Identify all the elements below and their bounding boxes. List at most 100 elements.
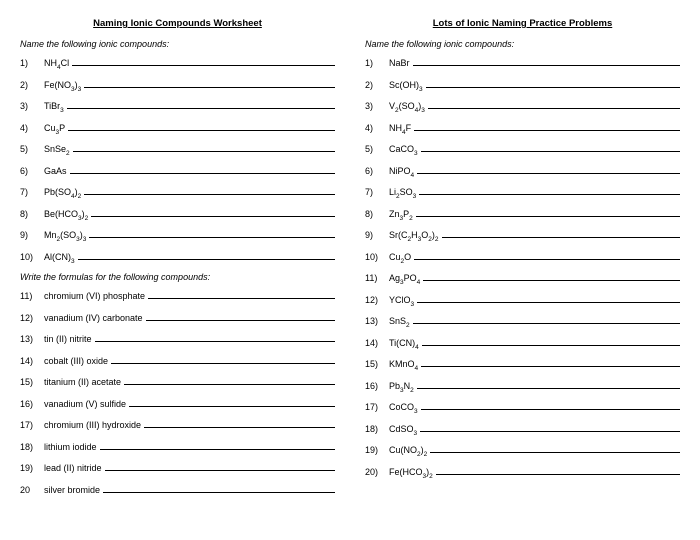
question-row: 4)NH4F (365, 122, 680, 133)
question-row: 1)NH4Cl (20, 57, 335, 68)
answer-blank[interactable] (417, 294, 680, 303)
question-formula: KMnO4 (389, 359, 418, 369)
question-formula: CaCO3 (389, 144, 418, 154)
question-row: 19)Cu(NO2)2 (365, 444, 680, 455)
answer-blank[interactable] (111, 355, 335, 364)
answer-blank[interactable] (413, 57, 680, 66)
question-row: 7)Li2SO3 (365, 186, 680, 197)
answer-blank[interactable] (414, 251, 680, 260)
question-number: 18) (20, 442, 44, 452)
question-formula: Be(HCO3)2 (44, 209, 88, 219)
question-number: 2) (365, 80, 389, 90)
question-formula: SnSe2 (44, 144, 70, 154)
answer-blank[interactable] (419, 186, 680, 195)
left-section2-list: 11)chromium (VI) phosphate 12)vanadium (I… (20, 290, 335, 495)
answer-blank[interactable] (73, 143, 335, 152)
question-row: 4)Cu3P (20, 122, 335, 133)
question-formula: V2(SO4)3 (389, 101, 425, 111)
answer-blank[interactable] (414, 122, 680, 131)
question-formula: Al(CN)3 (44, 252, 75, 262)
question-row: 14)cobalt (III) oxide (20, 355, 335, 366)
question-row: 17)chromium (III) hydroxide (20, 419, 335, 430)
answer-blank[interactable] (105, 462, 335, 471)
answer-blank[interactable] (103, 484, 335, 493)
question-number: 8) (365, 209, 389, 219)
right-list: 1)NaBr2)Sc(OH)33)V2(SO4)34)NH4F5)CaCO36)… (365, 57, 680, 477)
answer-blank[interactable] (91, 208, 335, 217)
answer-blank[interactable] (416, 208, 680, 217)
question-formula: Ti(CN)4 (389, 338, 419, 348)
question-row: 12)vanadium (IV) carbonate (20, 312, 335, 323)
answer-blank[interactable] (67, 100, 335, 109)
question-row: 9)Mn2(SO3)3 (20, 229, 335, 240)
question-number: 13) (20, 334, 44, 344)
question-row: 13)SnS2 (365, 315, 680, 326)
left-section1-list: 1)NH4Cl2)Fe(NO3)33)TiBr34)Cu3P5)SnSe26)G… (20, 57, 335, 262)
question-formula: cobalt (III) oxide (44, 356, 108, 366)
question-number: 4) (365, 123, 389, 133)
answer-blank[interactable] (428, 100, 680, 109)
question-row: 11)chromium (VI) phosphate (20, 290, 335, 301)
question-number: 10) (20, 252, 44, 262)
answer-blank[interactable] (148, 290, 335, 299)
question-formula: Li2SO3 (389, 187, 416, 197)
answer-blank[interactable] (413, 315, 680, 324)
question-formula: Cu3P (44, 123, 65, 133)
question-row: 18)lithium iodide (20, 441, 335, 452)
answer-blank[interactable] (129, 398, 335, 407)
question-row: 19)lead (II) nitride (20, 462, 335, 473)
answer-blank[interactable] (417, 165, 680, 174)
question-row: 3)TiBr3 (20, 100, 335, 111)
question-row: 17)CoCO3 (365, 401, 680, 412)
answer-blank[interactable] (70, 165, 335, 174)
question-number: 1) (20, 58, 44, 68)
question-formula: Zn3P2 (389, 209, 413, 219)
question-row: 3)V2(SO4)3 (365, 100, 680, 111)
question-row: 11)Ag3PO4 (365, 272, 680, 283)
answer-blank[interactable] (417, 380, 680, 389)
question-formula: Fe(NO3)3 (44, 80, 81, 90)
question-number: 14) (365, 338, 389, 348)
question-row: 16)vanadium (V) sulfide (20, 398, 335, 409)
answer-blank[interactable] (95, 333, 335, 342)
question-row: 5)SnSe2 (20, 143, 335, 154)
question-row: 10)Cu2O (365, 251, 680, 262)
question-formula: Pb3N2 (389, 381, 414, 391)
answer-blank[interactable] (78, 251, 335, 260)
question-formula: NH4F (389, 123, 411, 133)
answer-blank[interactable] (421, 358, 680, 367)
question-number: 11) (20, 291, 44, 301)
answer-blank[interactable] (421, 401, 680, 410)
left-section1-instruction: Name the following ionic compounds: (20, 39, 335, 49)
answer-blank[interactable] (422, 337, 680, 346)
question-number: 20) (365, 467, 389, 477)
worksheet-page: Naming Ionic Compounds Worksheet Name th… (20, 18, 680, 505)
question-formula: YClO3 (389, 295, 414, 305)
answer-blank[interactable] (100, 441, 335, 450)
answer-blank[interactable] (423, 272, 680, 281)
question-number: 13) (365, 316, 389, 326)
answer-blank[interactable] (89, 229, 335, 238)
answer-blank[interactable] (420, 423, 680, 432)
question-number: 8) (20, 209, 44, 219)
answer-blank[interactable] (146, 312, 335, 321)
question-formula: lithium iodide (44, 442, 97, 452)
question-formula: Mn2(SO3)3 (44, 230, 86, 240)
question-number: 17) (20, 420, 44, 430)
answer-blank[interactable] (430, 444, 680, 453)
answer-blank[interactable] (436, 466, 680, 475)
left-title: Naming Ionic Compounds Worksheet (20, 18, 335, 29)
answer-blank[interactable] (68, 122, 335, 131)
answer-blank[interactable] (426, 79, 680, 88)
question-number: 7) (365, 187, 389, 197)
question-row: 12)YClO3 (365, 294, 680, 305)
answer-blank[interactable] (421, 143, 680, 152)
question-row: 6)GaAs (20, 165, 335, 176)
answer-blank[interactable] (442, 229, 680, 238)
answer-blank[interactable] (144, 419, 335, 428)
answer-blank[interactable] (84, 79, 335, 88)
answer-blank[interactable] (124, 376, 335, 385)
question-number: 9) (365, 230, 389, 240)
answer-blank[interactable] (84, 186, 335, 195)
answer-blank[interactable] (72, 57, 335, 66)
